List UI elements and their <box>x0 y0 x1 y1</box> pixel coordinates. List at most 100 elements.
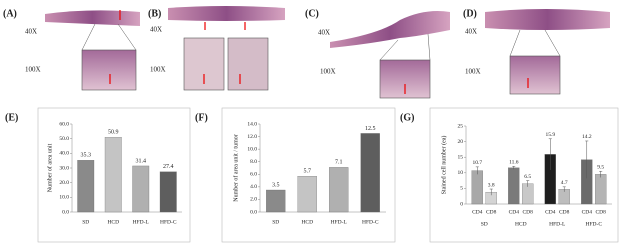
chart-frame <box>221 107 396 243</box>
zoom-lines <box>509 29 561 57</box>
x-tick-label: SD <box>82 219 89 225</box>
value-label: 50.9 <box>108 130 119 136</box>
series-label: CD8 <box>596 209 607 215</box>
histology-100x <box>81 49 137 91</box>
y-tick-label: 10.0 <box>59 195 69 201</box>
chart-frame <box>37 107 191 243</box>
value-label: 6.5 <box>524 174 531 180</box>
y-tick-label: 5 <box>460 186 463 192</box>
y-tick-label: 50.0 <box>59 136 69 142</box>
zoom-lines <box>81 23 137 51</box>
value-label: 9.5 <box>597 165 604 171</box>
bar <box>360 133 380 213</box>
x-tick-label: HFD-C <box>160 219 177 225</box>
y-tick-label: 0.0 <box>250 209 257 215</box>
y-tick-label: 0.0 <box>62 209 69 215</box>
panel-label: (C) <box>305 8 319 19</box>
bar <box>159 171 177 213</box>
arrow <box>203 22 246 84</box>
y-tick-label: 12.0 <box>247 134 257 140</box>
value-label: 31.4 <box>136 158 147 164</box>
value-label: 27.4 <box>163 164 174 170</box>
panel-d: (D) 40X 100X <box>463 8 610 95</box>
magnification: 40X <box>25 28 37 36</box>
panel-label: (D) <box>463 8 477 19</box>
y-tick-label: 15 <box>458 154 464 160</box>
bar <box>104 137 122 213</box>
y-tick-label: 40.0 <box>59 151 69 157</box>
bar <box>297 176 317 213</box>
series-label: CD4 <box>509 209 520 215</box>
x-tick-label: HFD-L <box>133 219 150 225</box>
x-tick-label: SD <box>481 221 488 227</box>
bar <box>508 167 520 205</box>
bar <box>132 165 150 213</box>
magnification: 40X <box>465 28 477 36</box>
magnification: 100X <box>150 66 166 74</box>
y-tick-label: 10 <box>458 170 464 176</box>
value-label: 15.9 <box>545 132 555 138</box>
histology-100x <box>227 37 269 91</box>
panel-a: (A) 40X 100X <box>3 8 140 91</box>
series-label: CD4 <box>582 209 593 215</box>
magnification: 100X <box>25 66 41 74</box>
histology-100x <box>509 55 561 95</box>
histology-40x <box>45 10 140 26</box>
magnification: 100X <box>320 68 336 76</box>
magnification: 40X <box>150 26 162 34</box>
value-label: 10.7 <box>472 160 482 166</box>
panel-label: (E) <box>5 112 18 123</box>
panel-label: (B) <box>148 8 161 19</box>
series-label: CD8 <box>523 209 534 215</box>
magnification: 40X <box>318 29 330 37</box>
y-tick-label: 2.0 <box>250 197 257 203</box>
x-tick-label: HFD-C <box>362 219 379 225</box>
value-label: 3.5 <box>272 182 280 188</box>
panel-label: (F) <box>195 112 208 123</box>
bar <box>471 170 483 205</box>
y-tick-label: 10.0 <box>247 146 257 152</box>
x-tick-label: HCD <box>107 219 119 225</box>
histology-40x <box>168 6 285 21</box>
magnification: 100X <box>465 68 481 76</box>
value-label: 7.1 <box>335 160 343 166</box>
series-label: CD8 <box>559 209 570 215</box>
x-tick-label: HFD-C <box>585 221 602 227</box>
bar <box>266 189 286 213</box>
y-axis-label: Number of area unit <box>46 143 53 192</box>
x-tick-label: HCD <box>515 221 527 227</box>
y-tick-label: 6.0 <box>250 172 257 178</box>
x-tick-label: HFD-L <box>549 221 566 227</box>
y-tick-label: 30.0 <box>59 165 69 171</box>
chart-frame <box>429 107 619 243</box>
panel-c: (C) 40X 100X <box>305 8 450 99</box>
y-tick-label: 14.0 <box>247 121 257 127</box>
value-label: 35.3 <box>81 153 92 159</box>
series-label: CD4 <box>472 209 483 215</box>
value-label: 12.5 <box>365 126 376 132</box>
series-label: CD8 <box>486 209 497 215</box>
y-tick-label: 4.0 <box>250 184 257 190</box>
arrow <box>109 10 121 84</box>
x-tick-label: HCD <box>301 219 313 225</box>
panel-label: (G) <box>400 112 414 123</box>
x-tick-label: HFD-L <box>331 219 348 225</box>
histology-40x <box>485 9 610 30</box>
y-tick-label: 0 <box>460 201 463 207</box>
bar <box>329 167 349 213</box>
y-tick-label: 20.0 <box>59 180 69 186</box>
panel-label: (A) <box>3 8 17 19</box>
panel-b: (B) 40X 100X <box>148 6 285 91</box>
bar <box>77 160 95 213</box>
histology-40x <box>330 11 450 48</box>
series-label: CD4 <box>545 209 556 215</box>
value-label: 4.7 <box>561 180 568 186</box>
x-tick-label: SD <box>272 219 279 225</box>
value-label: 11.6 <box>509 160 519 166</box>
y-tick-label: 25 <box>458 123 464 129</box>
y-axis-label: Number of area unit / tumor <box>232 134 239 201</box>
bar <box>595 174 607 205</box>
value-label: 3.8 <box>488 182 495 188</box>
